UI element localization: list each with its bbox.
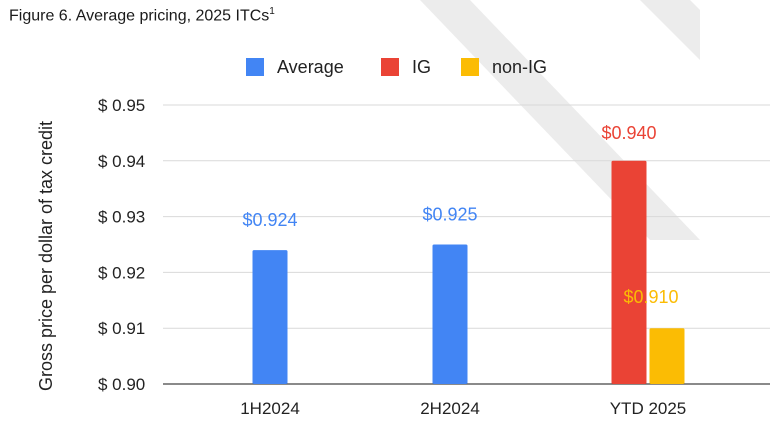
figure-title: Figure 6. Average pricing, 2025 ITCs1 [9, 6, 275, 25]
bar [432, 244, 468, 384]
figure-title-text: Figure 6. Average pricing, 2025 ITCs [9, 7, 270, 25]
y-tick-label: $ 0.90 [98, 375, 145, 394]
x-category-label: 2H2024 [420, 399, 480, 418]
y-tick-label: $ 0.91 [98, 319, 145, 338]
data-labels: $0.924 $0.925 $0.940 $0.910 [242, 123, 678, 307]
y-axis-label: Gross price per dollar of tax credit [36, 121, 56, 391]
bar-data-label: $0.910 [623, 287, 678, 307]
legend-label: non-IG [492, 57, 547, 77]
legend-swatch [461, 58, 479, 76]
y-axis-ticks: $ 0.90 $ 0.91 $ 0.92 $ 0.93 $ 0.94 $ 0.95 [98, 96, 145, 394]
legend-swatch [246, 58, 264, 76]
legend-label: Average [277, 57, 344, 77]
bar [649, 328, 685, 384]
chart-bars [252, 160, 685, 384]
y-tick-label: $ 0.93 [98, 208, 145, 227]
chart-legend: Average IG non-IG [246, 57, 547, 77]
figure-title-footnote: 1 [269, 6, 275, 17]
x-category-label: YTD 2025 [610, 399, 687, 418]
bar-data-label: $0.940 [601, 123, 656, 143]
y-tick-label: $ 0.94 [98, 152, 145, 171]
bar-data-label: $0.925 [422, 205, 477, 225]
bar [252, 250, 288, 384]
y-tick-label: $ 0.92 [98, 263, 145, 282]
y-tick-label: $ 0.95 [98, 96, 145, 115]
x-axis-categories: 1H2024 2H2024 YTD 2025 [240, 399, 686, 418]
bar-data-label: $0.924 [242, 210, 297, 230]
x-category-label: 1H2024 [240, 399, 300, 418]
legend-label: IG [412, 57, 431, 77]
legend-swatch [381, 58, 399, 76]
bar [611, 160, 647, 384]
